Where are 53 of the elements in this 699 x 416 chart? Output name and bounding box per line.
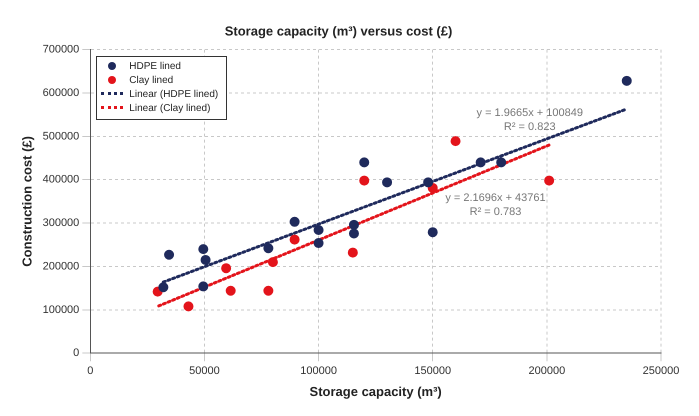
annotation: y = 1.9665x + 100849 <box>476 107 583 120</box>
point <box>314 238 324 248</box>
point <box>263 243 274 254</box>
chart-title: Storage capacity (m³) versus cost (£) <box>224 23 452 38</box>
annotation: y = 2.1696x + 43761 <box>445 192 546 204</box>
point <box>359 176 370 186</box>
point <box>268 257 278 268</box>
point <box>622 76 632 86</box>
point <box>348 228 359 238</box>
y-tick-label: 700000 <box>42 44 80 56</box>
y-tick-label: 200000 <box>42 260 80 272</box>
point <box>423 177 434 188</box>
point <box>544 176 554 186</box>
x-axis-title: Storage capacity (m³) <box>310 384 442 399</box>
x-tick-label: 150000 <box>414 364 452 377</box>
point <box>164 250 174 260</box>
point <box>183 301 194 312</box>
annotation: R² = 0.823 <box>504 121 556 134</box>
point <box>290 216 300 227</box>
point <box>158 282 168 292</box>
x-tick-label: 200000 <box>528 364 566 377</box>
point <box>348 220 359 230</box>
legend-label: Linear (Clay lined) <box>129 102 210 114</box>
point <box>314 225 324 236</box>
point <box>221 263 232 274</box>
point <box>290 234 300 245</box>
point <box>200 254 211 265</box>
x-tick-label: 0 <box>87 364 94 377</box>
y-tick-label: 300000 <box>42 217 80 230</box>
point <box>382 177 392 188</box>
point <box>348 248 358 258</box>
x-tick-label: 250000 <box>642 364 680 377</box>
legend-label: Linear (HDPE lined) <box>129 88 218 100</box>
y-tick-label: 400000 <box>42 174 80 186</box>
legend-label: HDPE lined <box>129 60 181 72</box>
y-tick-label: 0 <box>73 347 80 360</box>
point <box>476 157 486 168</box>
point <box>359 157 370 168</box>
point <box>450 136 461 146</box>
legend-label: Clay lined <box>129 74 174 86</box>
point <box>496 157 506 168</box>
point <box>263 286 274 296</box>
annotation: R² = 0.783 <box>470 206 522 218</box>
x-tick-label: 50000 <box>189 364 220 377</box>
point <box>198 244 208 254</box>
y-tick-label: 100000 <box>42 304 80 316</box>
point <box>428 227 438 238</box>
x-tick-label: 100000 <box>300 364 337 377</box>
y-axis-title: Construction cost (£) <box>19 136 34 267</box>
y-tick-label: 600000 <box>42 87 80 100</box>
y-tick-label: 500000 <box>42 130 80 142</box>
point <box>226 286 236 296</box>
point <box>198 281 208 292</box>
